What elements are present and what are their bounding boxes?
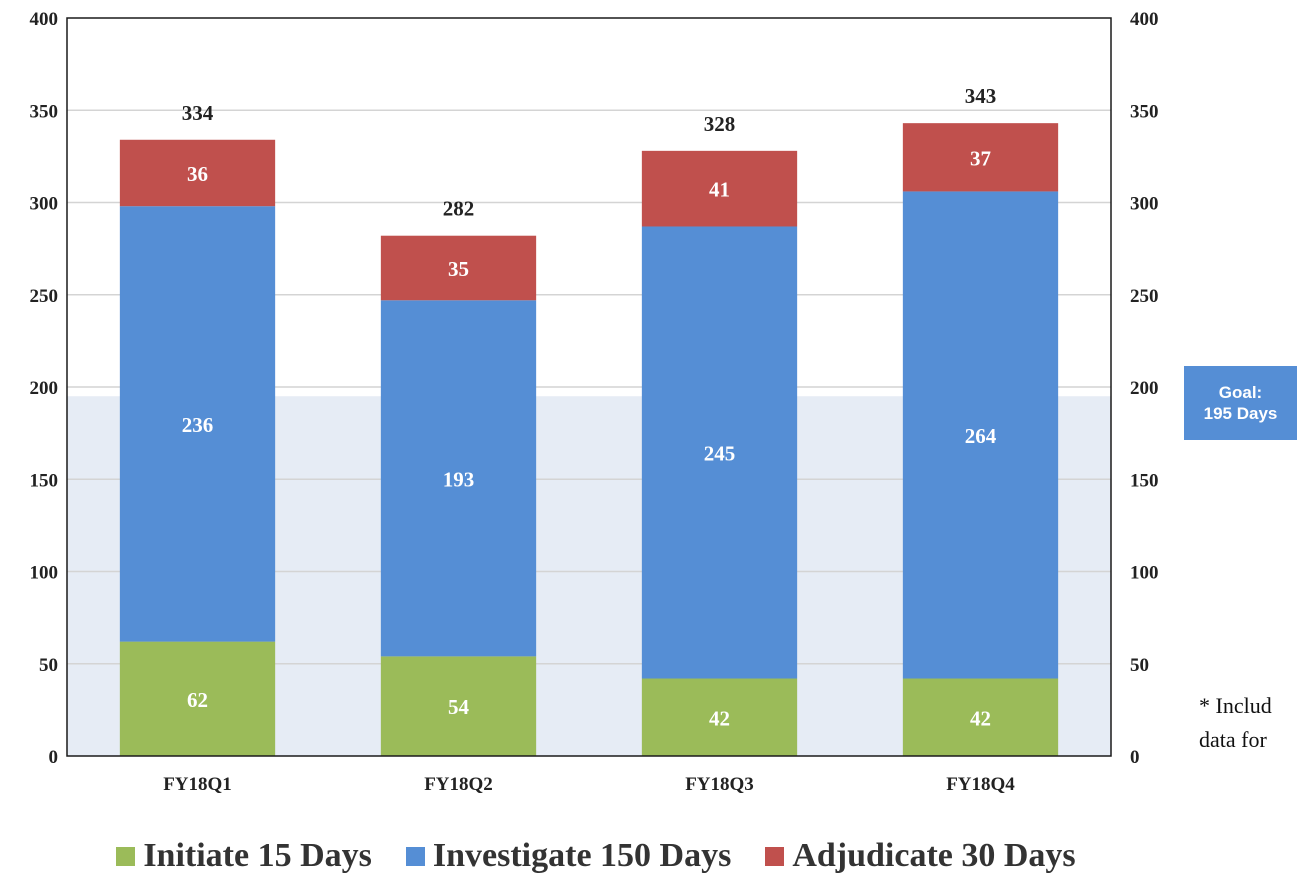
y-tick-label-left: 250 xyxy=(30,286,59,307)
y-tick-label-left: 300 xyxy=(30,194,59,215)
segment-value-label: 36 xyxy=(187,162,208,186)
y-tick-label-left: 150 xyxy=(30,470,59,491)
x-category-label: FY18Q1 xyxy=(163,774,232,795)
x-category-label: FY18Q2 xyxy=(424,774,493,795)
legend-item-initiate: Initiate 15 Days xyxy=(116,837,372,875)
total-value-label: 282 xyxy=(443,197,475,221)
y-tick-label-right: 100 xyxy=(1130,563,1159,584)
segment-value-label: 245 xyxy=(704,441,736,465)
y-tick-label-right: 350 xyxy=(1130,101,1159,122)
footnote: * Includ data for xyxy=(1199,689,1297,757)
segment-value-label: 41 xyxy=(709,178,730,202)
bar-segment xyxy=(641,678,798,756)
bar-segment xyxy=(119,206,276,642)
y-tick-label-left: 0 xyxy=(49,747,59,768)
y-tick-label-right: 200 xyxy=(1130,378,1159,399)
bar-segment xyxy=(119,641,276,756)
legend-swatch-investigate xyxy=(405,846,425,866)
y-tick-label-left: 400 xyxy=(30,9,59,30)
legend-item-adjudicate: Adjudicate 30 Days xyxy=(765,837,1076,875)
segment-value-label: 62 xyxy=(187,688,208,712)
y-tick-label-left: 200 xyxy=(30,378,59,399)
goal-callout: Goal: 195 Days xyxy=(1184,366,1297,440)
bar-segment xyxy=(902,191,1059,679)
bar-segment xyxy=(380,656,537,756)
legend-swatch-initiate xyxy=(116,846,136,866)
legend-swatch-adjudicate xyxy=(765,846,785,866)
footnote-line2: data for xyxy=(1199,727,1267,752)
y-tick-label-right: 250 xyxy=(1130,286,1159,307)
segment-value-label: 42 xyxy=(970,706,991,730)
y-tick-label-right: 400 xyxy=(1130,9,1159,30)
x-category-label: FY18Q3 xyxy=(685,774,754,795)
segment-value-label: 236 xyxy=(182,413,214,437)
segment-value-label: 264 xyxy=(965,424,997,448)
bar-segment xyxy=(380,235,537,301)
legend-label-initiate: Initiate 15 Days xyxy=(143,837,372,874)
y-tick-label-right: 150 xyxy=(1130,470,1159,491)
goal-callout-line1: Goal: xyxy=(1218,383,1263,402)
footnote-line1: * Includ xyxy=(1199,693,1272,718)
total-value-label: 343 xyxy=(965,84,997,108)
total-value-label: 328 xyxy=(704,112,736,136)
bar-segment xyxy=(641,226,798,679)
legend-label-adjudicate: Adjudicate 30 Days xyxy=(792,837,1076,874)
total-value-label: 334 xyxy=(182,101,214,125)
y-tick-label-right: 0 xyxy=(1130,747,1140,768)
bar-segment xyxy=(902,123,1059,192)
segment-value-label: 42 xyxy=(709,706,730,730)
segment-value-label: 193 xyxy=(443,467,475,491)
y-tick-label-right: 300 xyxy=(1130,194,1159,215)
segment-value-label: 54 xyxy=(448,695,470,719)
bar-segment xyxy=(380,300,537,657)
bar-segment xyxy=(119,139,276,207)
y-tick-label-right: 50 xyxy=(1130,655,1149,676)
segment-value-label: 35 xyxy=(448,257,469,281)
segment-value-label: 37 xyxy=(970,146,991,170)
legend-item-investigate: Investigate 150 Days xyxy=(405,837,732,875)
chart-legend: Initiate 15 Days Investigate 150 Days Ad… xyxy=(0,834,1297,878)
legend-label-investigate: Investigate 150 Days xyxy=(432,837,732,874)
y-tick-label-left: 100 xyxy=(30,563,59,584)
x-category-label: FY18Q4 xyxy=(946,774,1015,795)
goal-callout-line2: 195 Days xyxy=(1203,404,1278,423)
plot-frame xyxy=(66,17,1112,757)
bar-segment xyxy=(902,678,1059,756)
y-tick-label-left: 350 xyxy=(30,101,59,122)
y-tick-label-left: 50 xyxy=(39,655,58,676)
bar-segment xyxy=(641,150,798,227)
